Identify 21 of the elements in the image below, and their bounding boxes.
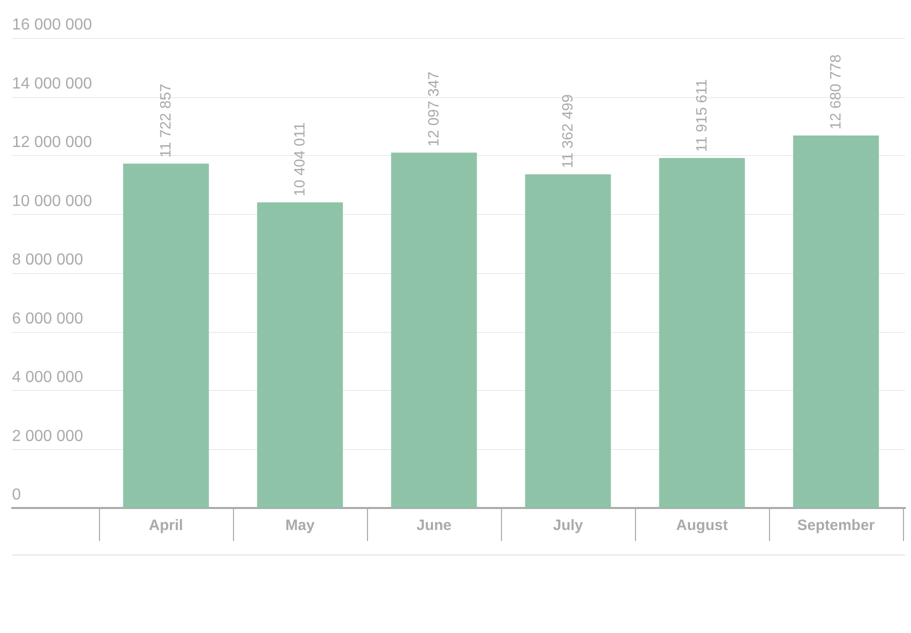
- x-tick-label: May: [285, 517, 316, 534]
- data-label: 12 680 778: [828, 54, 844, 130]
- y-tick-label: 4 000 000: [12, 369, 84, 386]
- y-tick-label: 14 000 000: [12, 75, 92, 92]
- data-label: 11 722 857: [158, 84, 174, 158]
- x-tick-label: April: [148, 517, 184, 534]
- y-tick-label: 16 000 000: [12, 16, 92, 34]
- y-tick-label: 8 000 000: [12, 252, 84, 268]
- x-tick-label: July: [552, 517, 584, 534]
- y-tick-label: 2 000 000: [12, 428, 84, 445]
- y-tick-label: 0: [12, 486, 21, 504]
- y-tick-label: 10 000 000: [12, 192, 92, 210]
- y-tick-label: 6 000 000: [12, 310, 84, 328]
- y-tick-label: 12 000 000: [12, 134, 92, 151]
- data-label: 10 404 011: [292, 122, 308, 196]
- x-tick-label: September: [797, 517, 875, 534]
- x-tick-label: June: [416, 517, 452, 534]
- data-label: 11 915 611: [694, 79, 710, 152]
- data-label: 12 097 347: [426, 72, 442, 147]
- data-label: 11 362 499: [560, 94, 576, 168]
- x-tick-label: August: [676, 517, 728, 534]
